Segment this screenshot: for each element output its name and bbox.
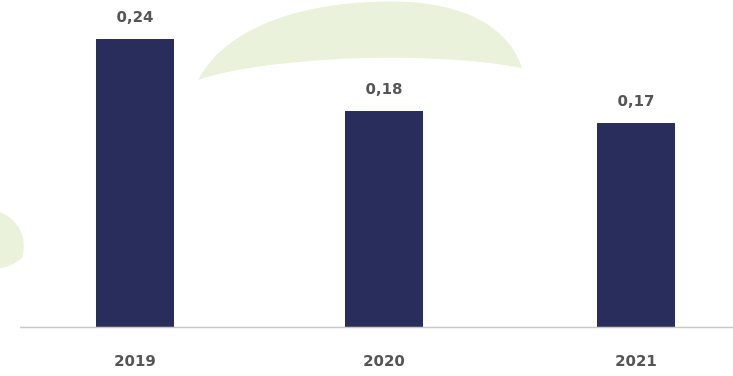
x-tick-2020: 2020 xyxy=(363,352,405,370)
leaf-watermark xyxy=(0,1,522,268)
data-label-2019: 0,24 xyxy=(116,8,153,26)
data-labels: 0,24 0,18 0,17 xyxy=(116,8,654,110)
x-axis-tick-labels: 2019 2020 2021 xyxy=(114,352,657,370)
x-tick-2019: 2019 xyxy=(114,352,156,370)
data-label-2020: 0,18 xyxy=(365,80,402,98)
bar-2021 xyxy=(597,123,675,327)
leaf-shape xyxy=(198,1,522,80)
x-tick-2021: 2021 xyxy=(615,352,657,370)
bar-series xyxy=(96,39,675,327)
bar-2019 xyxy=(96,39,174,327)
data-label-2021: 0,17 xyxy=(617,92,654,110)
leaf-shape-left xyxy=(0,212,24,268)
bar-2020 xyxy=(345,111,423,327)
